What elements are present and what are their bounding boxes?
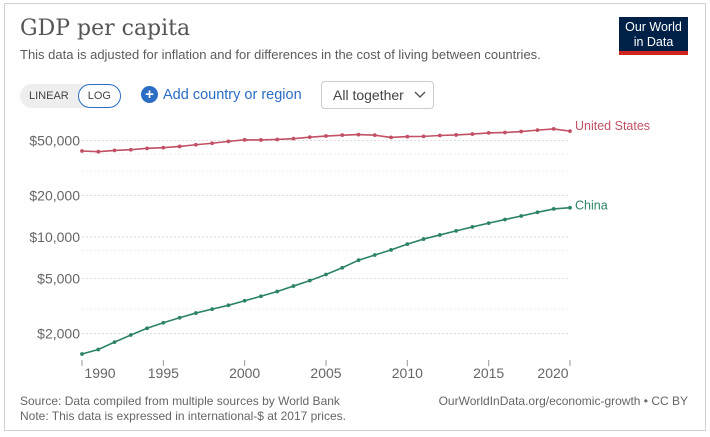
chart-title: GDP per capita [20,16,191,41]
series-label: China [575,199,608,213]
x-tick-label: 2010 [392,365,423,381]
chart-card [4,3,706,431]
footer-url[interactable]: OurWorldInData.org/economic-growth • CC … [438,394,688,408]
scale-toggle[interactable]: LINEAR LOG [20,84,121,108]
data-point [486,221,491,226]
data-point [405,242,410,247]
data-point [486,130,491,135]
data-point [128,147,133,152]
data-point [275,137,280,142]
data-point [551,127,556,131]
data-point [161,145,166,150]
data-point [568,205,572,210]
data-point [568,129,572,134]
data-point [535,210,540,215]
data-point [405,134,410,139]
data-point [503,217,507,222]
data-point [454,133,459,137]
data-point [324,272,328,277]
note-text: Note: This data is expressed in internat… [20,409,346,423]
series-line-china [81,206,571,355]
data-point [356,258,361,263]
y-tick-label: $2,000 [37,325,80,341]
add-country-button[interactable]: + Add country or region [141,86,302,103]
chevron-down-icon [414,91,426,98]
data-point [503,130,507,135]
log-button[interactable]: LOG [77,84,121,108]
data-point [389,135,393,140]
data-point [470,132,475,136]
footer-source-block: Source: Data compiled from multiple sour… [20,394,346,424]
data-point [535,128,540,133]
data-point [80,149,84,153]
data-point [340,265,345,270]
facet-dropdown[interactable]: All together [321,81,434,109]
data-point [437,133,442,138]
y-tick-label: $20,000 [29,187,80,203]
x-tick-label: 1995 [148,365,179,381]
data-point [307,278,312,283]
data-point [128,333,133,337]
data-point [96,347,101,352]
data-point [307,135,312,140]
source-text: Source: Data compiled from multiple sour… [20,394,340,408]
data-point [356,132,361,137]
data-point [80,352,84,356]
data-point [210,307,215,312]
data-point [421,134,426,139]
y-tick-label: $50,000 [29,133,80,149]
x-tick-label: 2020 [537,365,568,381]
data-point [242,137,247,142]
data-point [112,340,117,345]
data-point [177,315,182,320]
y-tick-label: $10,000 [29,229,80,245]
data-point [291,284,296,288]
data-point [226,303,231,308]
data-point [145,326,149,331]
linear-button[interactable]: LINEAR [29,90,69,102]
data-point [551,207,556,211]
x-tick-label: 2005 [310,365,341,381]
data-point [519,129,524,134]
data-point [145,146,149,151]
x-tick-label: 1990 [84,365,115,381]
facet-value: All together [333,87,404,103]
data-point [470,225,475,229]
data-point [275,289,280,294]
data-point [519,214,524,218]
data-point [161,320,166,325]
data-point [454,228,459,233]
data-point [259,138,263,142]
data-point [389,248,393,252]
data-point [437,233,442,237]
data-point [226,139,231,144]
series-label: United States [575,119,650,133]
owid-logo[interactable]: Our World in Data [619,17,688,55]
chart-subtitle: This data is adjusted for inflation and … [20,47,541,62]
data-point [177,144,182,149]
add-country-label: Add country or region [163,86,302,103]
x-tick-label: 2015 [473,365,504,381]
data-point [210,141,215,146]
plus-icon: + [141,86,158,103]
data-point [259,294,263,299]
x-tick-label: 2000 [229,365,260,381]
data-point [372,133,377,138]
y-tick-label: $5,000 [37,271,80,287]
data-point [242,298,247,303]
data-point [112,148,117,153]
data-point [324,134,328,138]
data-point [340,133,345,138]
data-point [291,136,296,141]
data-point [193,142,198,147]
data-point [372,253,377,257]
data-point [193,311,198,315]
data-point [96,149,101,154]
data-point [421,237,426,241]
